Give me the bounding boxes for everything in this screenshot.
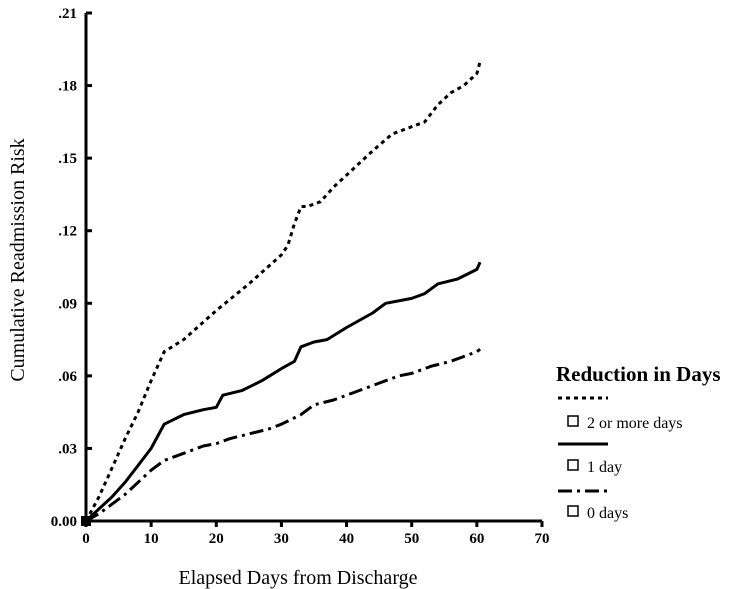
y-tick-label: .06 bbox=[58, 369, 77, 385]
x-tick-label: 0 bbox=[82, 531, 90, 547]
series-line-2 bbox=[84, 261, 482, 523]
y-tick-label: .09 bbox=[58, 296, 77, 312]
y-tick-label: .12 bbox=[58, 224, 77, 240]
legend: Reduction in Days 2 or more days 1 day 0 d… bbox=[556, 362, 721, 522]
x-tick-label: 70 bbox=[535, 531, 550, 547]
y-tick-label: .03 bbox=[58, 441, 77, 457]
ticks-layer: 0.00 .03 .06 .09 .12 .15 .18 .21 0 10 20 30 40 50 60 70 bbox=[51, 6, 550, 547]
legend-box-icon bbox=[567, 415, 579, 427]
y-tick-label: .18 bbox=[58, 79, 77, 95]
x-tick-label: 40 bbox=[339, 531, 354, 547]
series-line-3 bbox=[85, 348, 482, 523]
y-axis-title: Cumulative Readmission Risk bbox=[7, 138, 29, 381]
x-tick-label: 50 bbox=[404, 531, 419, 547]
plot-area bbox=[84, 13, 542, 523]
series-layer bbox=[81, 61, 482, 526]
x-tick-label: 20 bbox=[209, 531, 224, 547]
legend-label: 2 or more days bbox=[587, 415, 683, 432]
x-tick-label: 60 bbox=[469, 531, 484, 547]
x-tick-label: 10 bbox=[144, 531, 159, 547]
legend-label: 0 days bbox=[587, 505, 628, 522]
x-axis-title: Elapsed Days from Discharge bbox=[178, 567, 417, 589]
legend-title: Reduction in Days bbox=[556, 362, 721, 386]
y-tick-label: 0.00 bbox=[51, 514, 77, 530]
legend-box-icon bbox=[567, 459, 579, 471]
y-tick-label: .21 bbox=[58, 6, 77, 22]
y-tick-label: .15 bbox=[58, 151, 77, 167]
legend-box-icon bbox=[567, 505, 579, 517]
legend-label: 1 day bbox=[587, 459, 622, 476]
x-tick-label: 30 bbox=[274, 531, 289, 547]
series-line-1 bbox=[84, 61, 482, 522]
